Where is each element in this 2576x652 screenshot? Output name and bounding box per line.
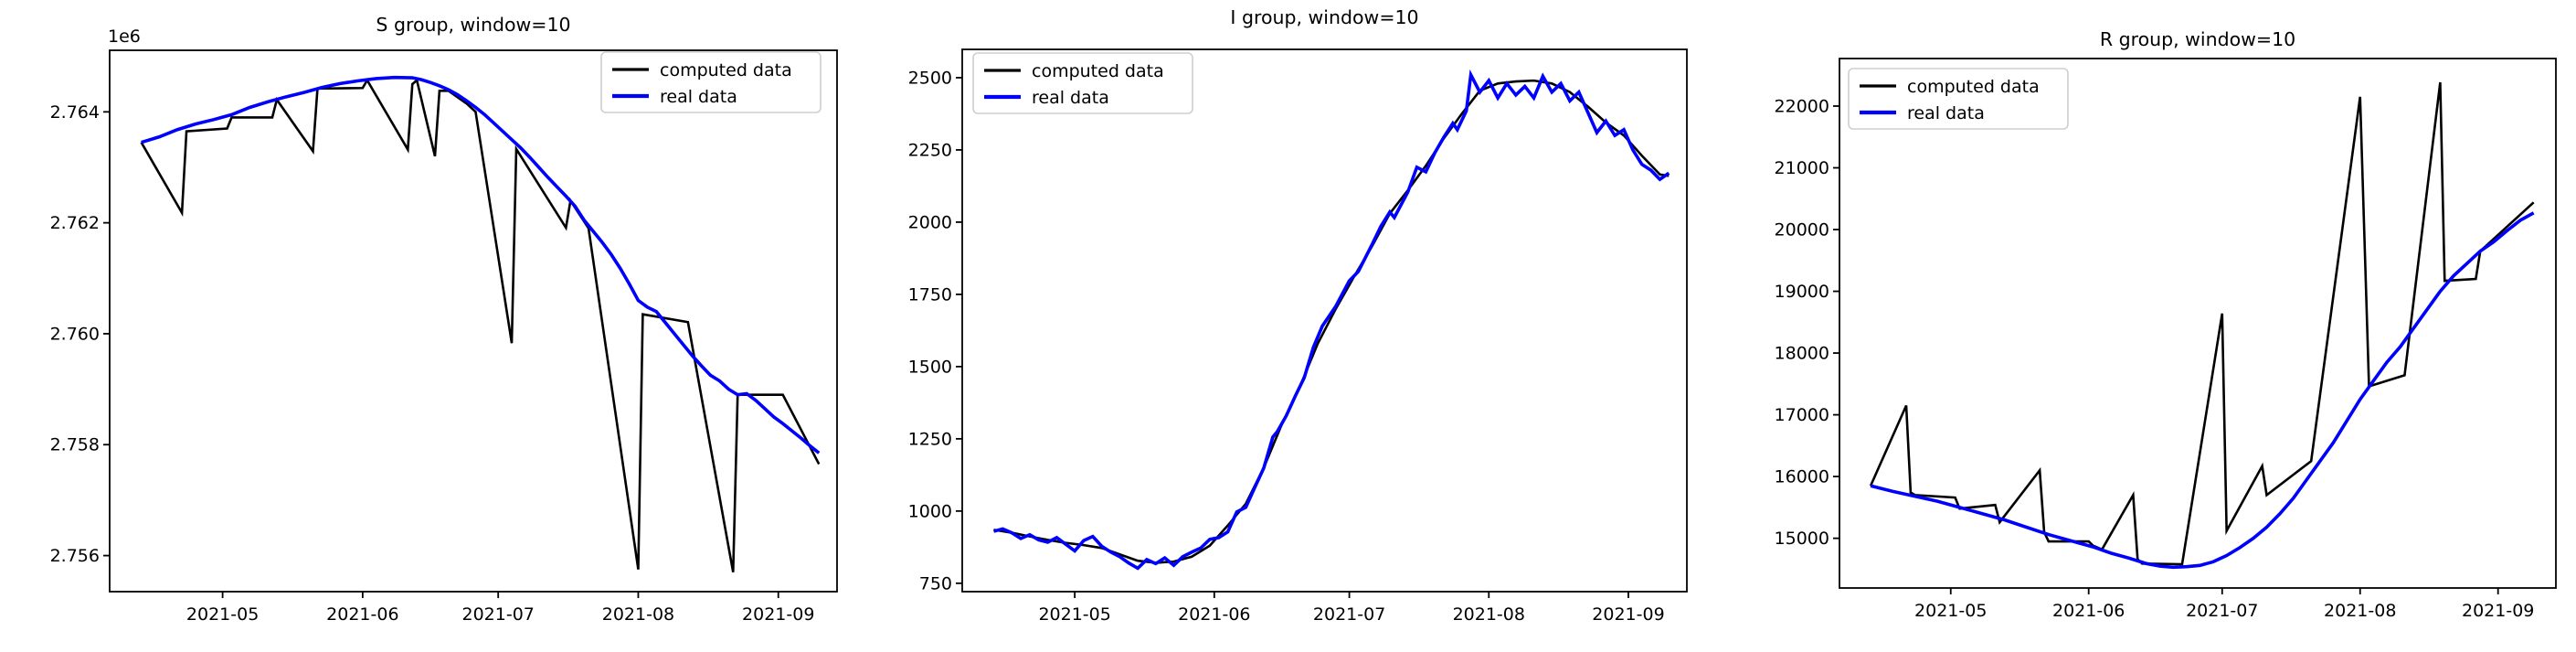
- chart-panel-r-group: 15000 16000 17000 18000 19000 20000 21000 22000…: [1718, 0, 2576, 652]
- y-tick-label: 19000: [1775, 282, 1829, 302]
- x-tick-label: 2021-05: [1038, 604, 1110, 625]
- legend-box: [972, 52, 1193, 114]
- x-tick-label: 2021-06: [326, 604, 398, 625]
- s-group-chart-canvas: 2.756 2.758 2.760 2.762 2.764 2021-05 2021-06 2…: [50, 14, 838, 625]
- series-real-line: [993, 69, 1670, 571]
- legend-box: [600, 51, 822, 113]
- chart-title: I group, window=10: [1230, 6, 1418, 28]
- x-tick-label: 2021-07: [461, 604, 534, 625]
- legend-real-label: real data: [1907, 103, 1985, 123]
- y-tick-label: 17000: [1775, 405, 1829, 425]
- y-tick-label: 2250: [908, 140, 952, 160]
- x-tick-label: 2021-08: [1453, 604, 1525, 625]
- x-tick-label: 2021-07: [2186, 601, 2258, 621]
- y-tick-label: 1750: [908, 284, 952, 305]
- x-tick-label: 2021-08: [602, 604, 674, 625]
- y-tick-label: 1250: [908, 429, 952, 449]
- legend-real-label: real data: [660, 87, 737, 107]
- legend: computed data real data: [1848, 68, 2069, 130]
- plot-border: [109, 49, 838, 593]
- y-tick-label: 750: [919, 573, 952, 593]
- series-real-line: [1870, 211, 2535, 570]
- series-computed-line: [1869, 81, 2535, 566]
- legend-computed-label: computed data: [1907, 77, 2040, 97]
- y-tick-label: 2.764: [50, 102, 100, 123]
- y-tick-label: 22000: [1775, 96, 1829, 116]
- x-tick-label: 2021-09: [742, 604, 814, 625]
- y-tick-label: 2.762: [50, 213, 100, 233]
- y-tick-label: 2.758: [50, 435, 100, 455]
- chart-title: R group, window=10: [2100, 28, 2295, 50]
- series-real-line: [141, 75, 821, 454]
- x-tick-label: 2021-09: [2462, 601, 2534, 621]
- y-tick-label: 2.760: [50, 324, 100, 344]
- series-computed-line: [993, 79, 1670, 564]
- legend-computed-label: computed data: [1032, 61, 1164, 81]
- legend-real-label: real data: [1032, 88, 1109, 108]
- x-tick-label: 2021-08: [2324, 601, 2396, 621]
- y-tick-label: 1000: [908, 501, 952, 521]
- y-tick-label: 21000: [1775, 158, 1829, 178]
- legend-box: [1848, 68, 2069, 130]
- y-tick-label: 2500: [908, 68, 952, 88]
- y-tick-label: 2000: [908, 212, 952, 232]
- chart-panel-i-group: 750 1000 1250 1500 1750 2000 2250 2500 2021-05 20…: [859, 0, 1718, 652]
- y-axis-offset-label: 1e6: [108, 27, 141, 47]
- chart-panel-s-group: 2.756 2.758 2.760 2.762 2.764 2021-05 2021-06 2…: [0, 0, 859, 652]
- x-tick-label: 2021-06: [2052, 601, 2125, 621]
- y-tick-label: 2.756: [50, 546, 100, 566]
- legend: computed data real data: [972, 52, 1193, 114]
- i-group-chart-canvas: 750 1000 1250 1500 1750 2000 2250 2500 2021-05 20…: [908, 6, 1688, 625]
- plot-border: [961, 48, 1688, 593]
- y-tick-label: 16000: [1775, 467, 1829, 487]
- x-tick-label: 2021-05: [1914, 601, 1987, 621]
- legend: computed data real data: [600, 51, 822, 113]
- y-tick-label: 20000: [1775, 219, 1829, 240]
- x-tick-label: 2021-07: [1313, 604, 1385, 625]
- x-tick-label: 2021-05: [186, 604, 259, 625]
- series-computed-line: [140, 78, 821, 573]
- y-tick-label: 1500: [908, 357, 952, 377]
- x-tick-label: 2021-06: [1178, 604, 1250, 625]
- r-group-chart-canvas: 15000 16000 17000 18000 19000 20000 21000 22000…: [1775, 28, 2557, 621]
- chart-title: S group, window=10: [376, 14, 570, 36]
- legend-computed-label: computed data: [660, 60, 792, 80]
- x-tick-label: 2021-09: [1592, 604, 1664, 625]
- y-tick-label: 18000: [1775, 344, 1829, 364]
- y-tick-label: 15000: [1775, 529, 1829, 549]
- plot-border: [1839, 58, 2557, 589]
